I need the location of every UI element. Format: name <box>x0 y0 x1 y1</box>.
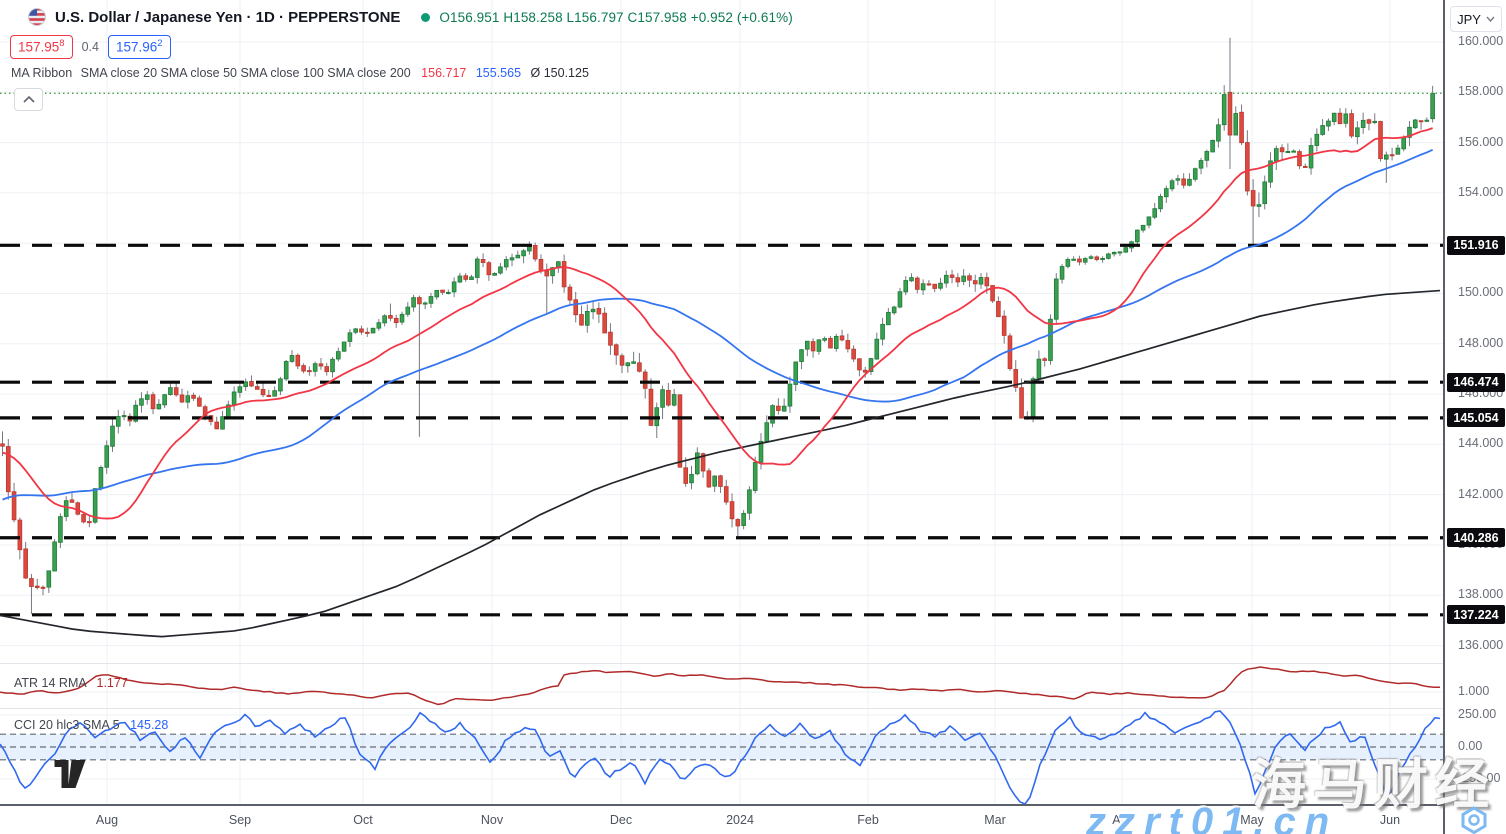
price-tick-label: 154.000 <box>1458 184 1504 199</box>
cci-tick-label: -250.00 <box>1458 771 1501 785</box>
cci-title: CCI 20 hlc3 SMA 5 <box>14 718 120 732</box>
price-level-badge: 146.474 <box>1447 372 1505 392</box>
market-status-dot-icon <box>421 12 431 22</box>
time-axis-label: Oct <box>353 813 373 827</box>
price-tick-label: 156.000 <box>1458 134 1504 149</box>
time-axis-label: 2024 <box>726 813 754 827</box>
atr-tick-label: 1.000 <box>1458 684 1490 698</box>
spread-value: 0.4 <box>81 39 99 54</box>
price-tick-label: 136.000 <box>1458 637 1504 652</box>
watermark-hexagon-icon <box>1461 806 1487 834</box>
price-chart-svg <box>0 0 1443 806</box>
bid-price-pip: 8 <box>59 38 65 49</box>
ma-ribbon-legend[interactable]: MA Ribbon SMA close 20 SMA close 50 SMA … <box>11 66 589 80</box>
price-level-badge: 145.054 <box>1447 408 1505 428</box>
bid-price: 157.95 <box>18 39 60 55</box>
price-level-badge: 140.286 <box>1447 528 1505 548</box>
chart-canvas[interactable] <box>0 0 1443 806</box>
price-tick-label: 158.000 <box>1458 84 1504 99</box>
sma20-value: 156.717 <box>421 66 467 80</box>
collapse-legend-button[interactable] <box>14 88 43 111</box>
time-axis-label: Feb <box>857 813 879 827</box>
time-axis-label: Apr <box>1112 813 1132 827</box>
currency-selector-button[interactable]: JPY <box>1450 6 1502 32</box>
price-level-badge: 151.916 <box>1447 235 1505 255</box>
tradingview-logo[interactable] <box>48 760 92 788</box>
price-tick-label: 150.000 <box>1458 285 1504 300</box>
ask-price: 157.96 <box>115 39 158 55</box>
ask-price-pip: 2 <box>157 38 163 49</box>
time-axis-label: Sep <box>228 813 252 827</box>
price-tick-label: 144.000 <box>1458 436 1504 451</box>
buy-price-button[interactable]: 157.962 <box>107 35 171 59</box>
price-tick-label: 160.000 <box>1458 34 1504 48</box>
time-axis-label: Mar <box>984 813 1006 827</box>
cci-tick-label: 250.00 <box>1458 707 1497 721</box>
ohlc-values: O156.951 H158.258 L156.797 C157.958 +0.9… <box>439 9 793 25</box>
atr-value: 1.177 <box>96 676 128 690</box>
cci-value: 145.28 <box>130 718 169 732</box>
chevron-up-icon <box>22 96 35 103</box>
atr-legend[interactable]: ATR 14 RMA 1.177 <box>14 676 128 690</box>
indicator-params: SMA close 20 SMA close 50 SMA close 100 … <box>80 66 411 80</box>
us-flag-icon <box>28 8 46 26</box>
chevron-down-icon <box>1486 16 1495 22</box>
currency-label: JPY <box>1457 11 1481 27</box>
time-axis-label: May <box>1240 813 1264 827</box>
cci-legend[interactable]: CCI 20 hlc3 SMA 5 145.28 <box>14 718 168 732</box>
price-tick-label: 148.000 <box>1458 335 1504 350</box>
time-axis-label: Aug <box>95 813 119 827</box>
time-axis[interactable]: Aug Sep Oct Nov Dec 2024 Feb Mar Apr May Jun <box>0 806 1443 834</box>
price-tick-label: 142.000 <box>1458 486 1504 501</box>
price-tick-label: 138.000 <box>1458 587 1504 602</box>
sell-price-button[interactable]: 157.958 <box>10 35 73 59</box>
price-level-badge: 137.224 <box>1447 605 1505 625</box>
time-axis-label: Dec <box>609 813 633 827</box>
symbol-title[interactable]: U.S. Dollar / Japanese Yen · 1D · PEPPER… <box>55 8 401 26</box>
price-axis[interactable]: JPY 160.000158.000156.000154.000152.0001… <box>1443 0 1506 834</box>
atr-title: ATR 14 RMA <box>14 676 87 690</box>
time-axis-label: Jun <box>1379 813 1401 827</box>
sma-average-value: Ø 150.125 <box>530 66 589 80</box>
sma50-value: 155.565 <box>475 66 522 80</box>
time-axis-label: Nov <box>480 813 504 827</box>
cci-tick-label: 0.00 <box>1458 739 1483 753</box>
indicator-name: MA Ribbon <box>11 66 73 80</box>
